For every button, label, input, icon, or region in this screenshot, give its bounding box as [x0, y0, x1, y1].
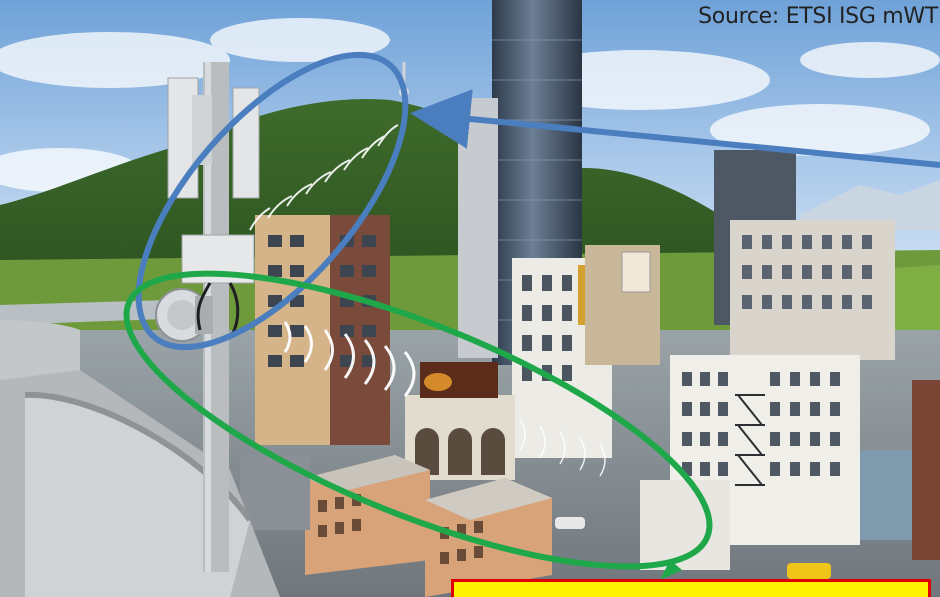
taxi	[787, 563, 831, 579]
access-signal-arcs	[283, 321, 416, 397]
distant-mountain	[800, 180, 940, 230]
backhaul-highlight-ellipse	[135, 51, 409, 351]
billboard-portrait	[621, 251, 651, 293]
house-blue	[860, 450, 920, 540]
microwave-dish-icon	[155, 288, 213, 342]
green-arrow-tip	[660, 560, 682, 580]
arrow-icon	[410, 89, 940, 168]
car	[555, 517, 585, 529]
source-caption: Source: ETSI ISG mWT	[698, 4, 938, 29]
access-highlight-ellipse	[123, 270, 713, 570]
building-slim-left	[458, 98, 498, 358]
callout-box	[451, 579, 931, 597]
backhaul-signal-arcs	[249, 124, 399, 231]
fire-escape	[735, 394, 765, 486]
